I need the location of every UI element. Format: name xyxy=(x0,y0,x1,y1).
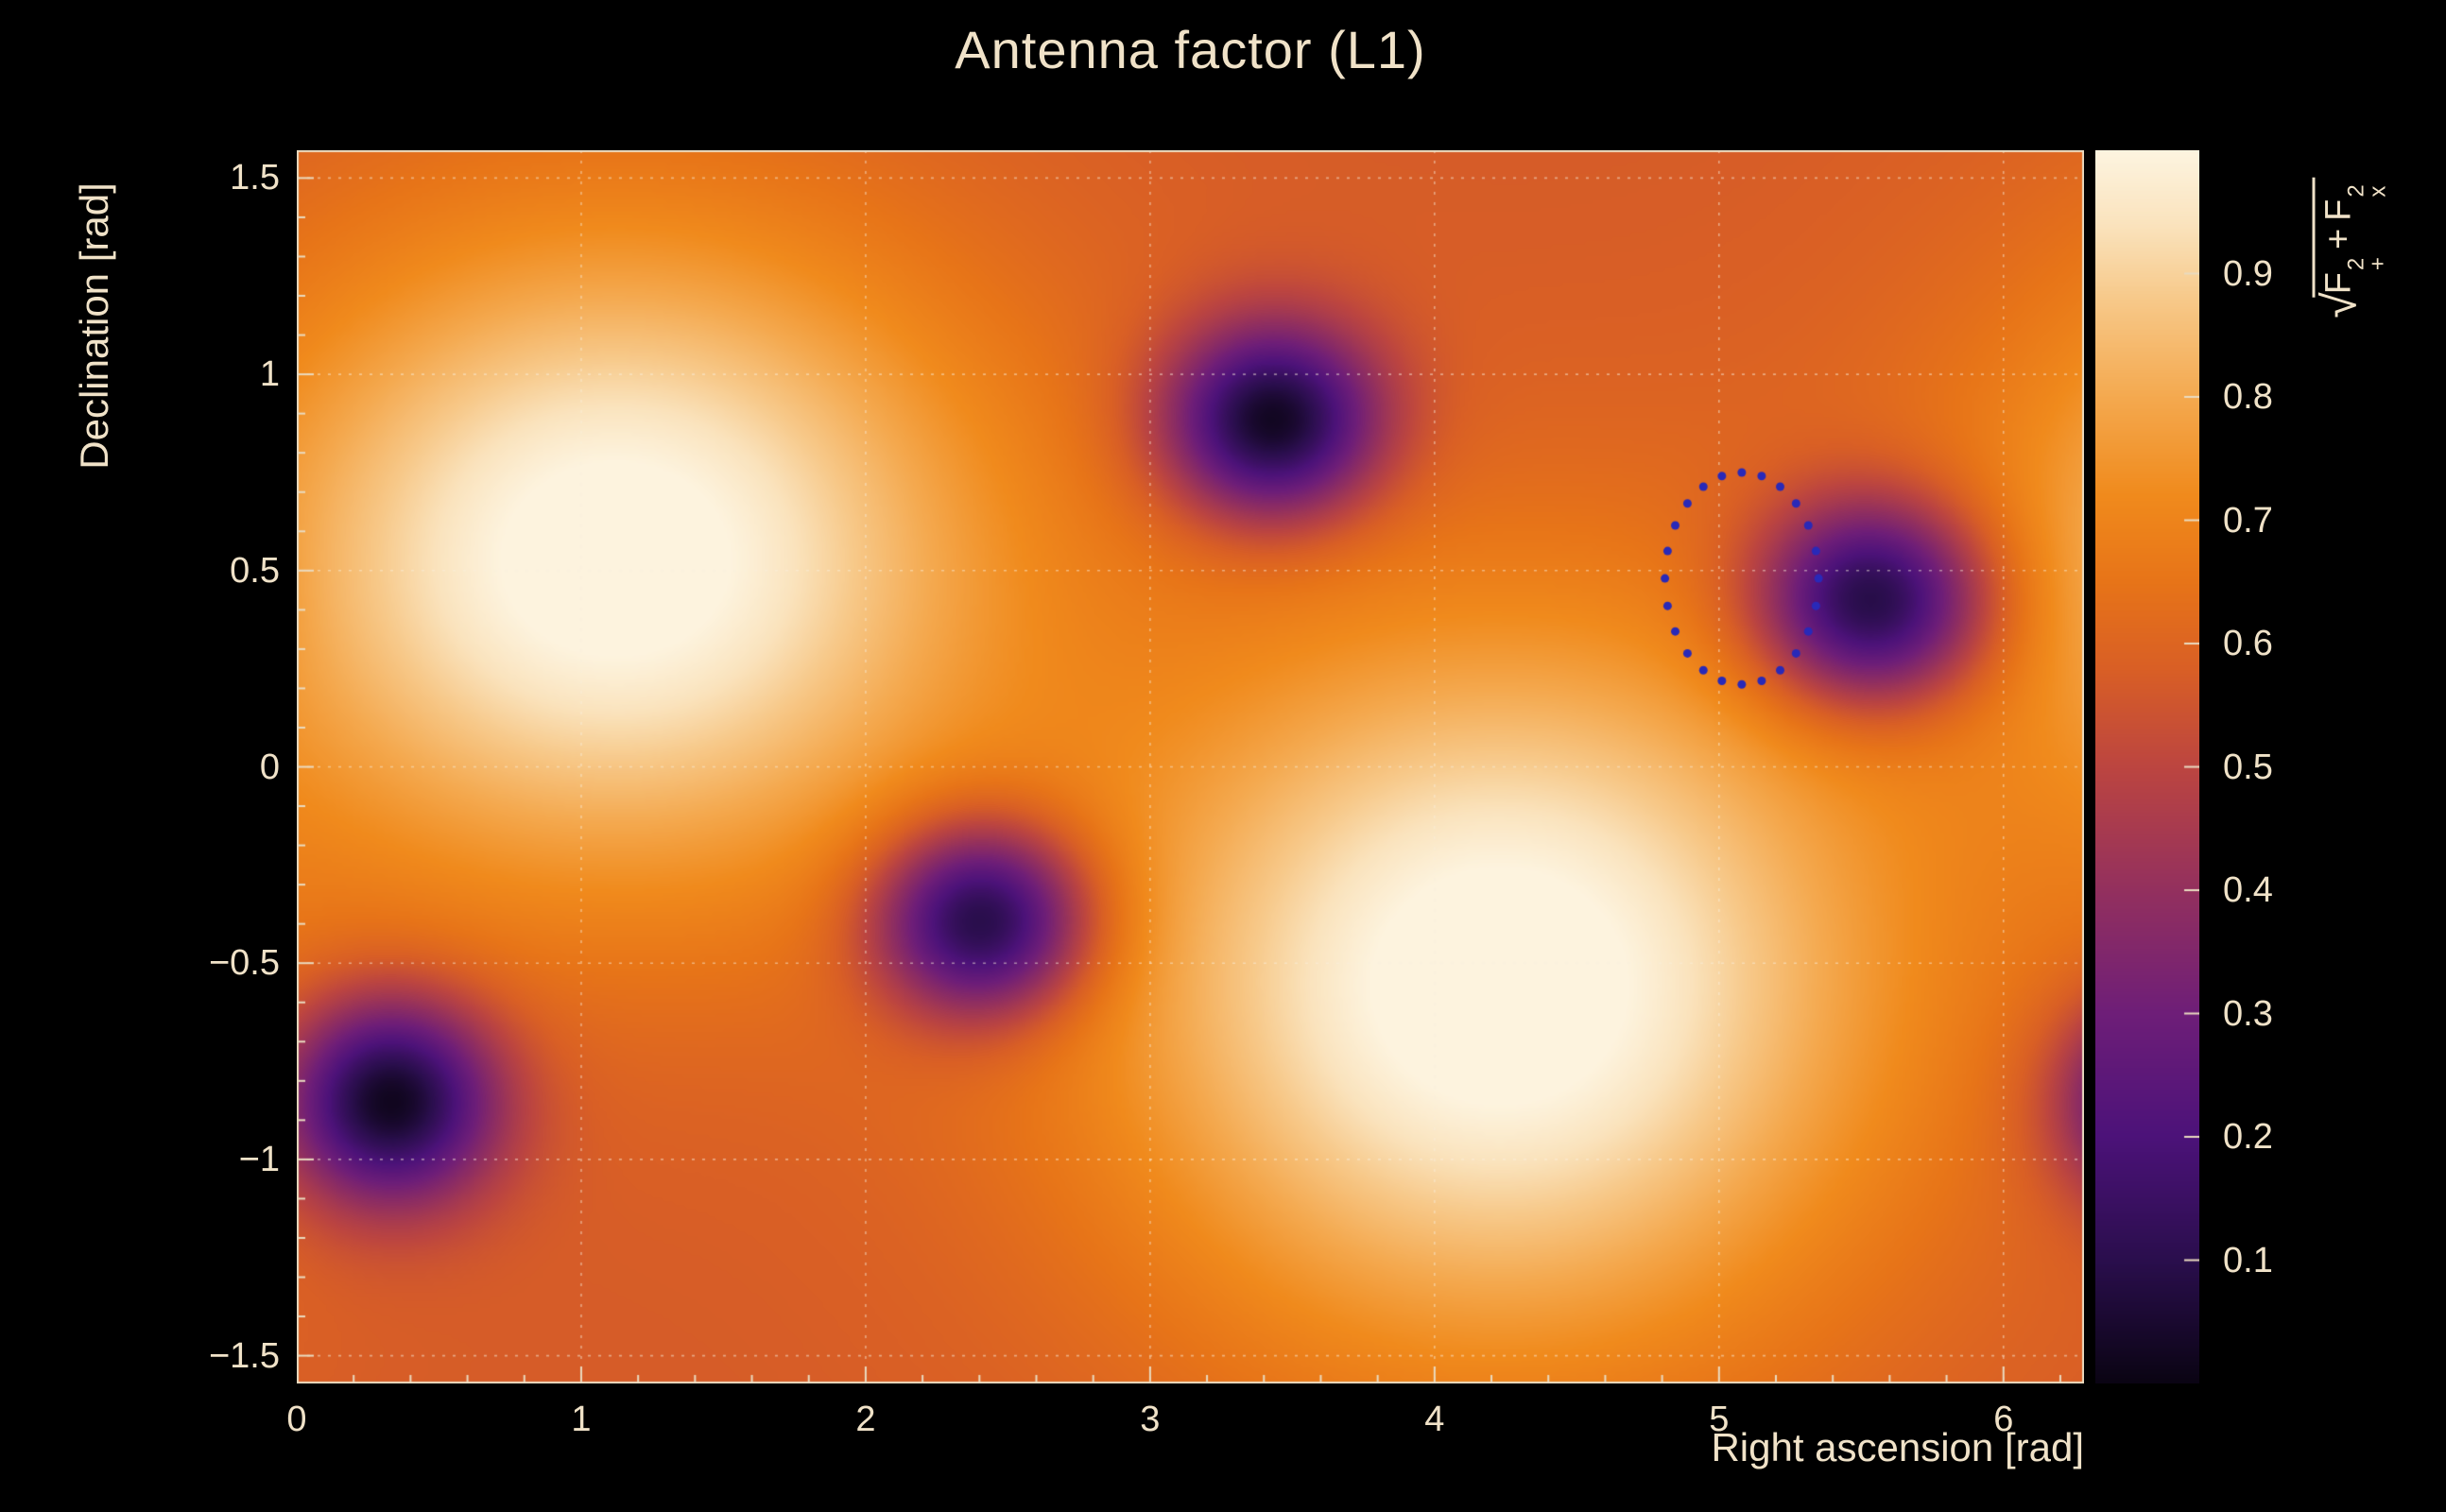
colorbar-tick-label: 0.9 xyxy=(2223,253,2273,294)
chart-title: Antenna factor (L1) xyxy=(955,20,1426,79)
y-tick-label: −1.5 xyxy=(208,1335,280,1376)
plus-sign: + xyxy=(2318,228,2359,250)
fcross-base: F xyxy=(2318,198,2359,221)
x-tick-label: 1 xyxy=(571,1400,592,1439)
y-tick-label: 1 xyxy=(259,354,280,395)
x-tick-label: 6 xyxy=(1993,1400,2014,1439)
y-tick-label: 0 xyxy=(259,747,280,787)
y-axis-title: Declination [rad] xyxy=(72,182,116,470)
colorbar-tick-label: 0.5 xyxy=(2223,747,2273,787)
colorbar-title: √F 2 + +F 2 x xyxy=(2312,177,2391,318)
x-tick-label: 5 xyxy=(1709,1400,1730,1439)
fplus-base: F xyxy=(2318,272,2359,295)
x-tick-label: 2 xyxy=(855,1400,876,1439)
fplus-sub: + xyxy=(2365,257,2391,271)
x-tick-label: 0 xyxy=(286,1400,307,1439)
heatmap-canvas xyxy=(297,150,2084,1383)
fplus-scripts: 2 + xyxy=(2343,257,2391,271)
x-tick-label: 4 xyxy=(1424,1400,1445,1439)
x-tick-label: 3 xyxy=(1140,1400,1161,1439)
colorbar-tick-label: 0.4 xyxy=(2223,870,2273,910)
fplus-sup: 2 xyxy=(2343,257,2369,271)
colorbar-tick-label: 0.6 xyxy=(2223,624,2273,663)
colorbar-tick-label: 0.3 xyxy=(2223,993,2273,1034)
y-tick-label: 0.5 xyxy=(230,550,280,591)
colorbar-tick-label: 0.2 xyxy=(2223,1117,2273,1157)
y-tick-label: −1 xyxy=(238,1139,280,1179)
fcross-sub: x xyxy=(2365,185,2391,198)
colorbar-tick-label: 0.7 xyxy=(2223,500,2273,541)
y-tick-label: −0.5 xyxy=(208,943,280,984)
colorbar-tick-label: 0.8 xyxy=(2223,377,2273,417)
colorbar-tick-label: 0.1 xyxy=(2223,1240,2273,1280)
sqrt-vinculum: F 2 + +F 2 x xyxy=(2312,177,2391,298)
fcross-sup: 2 xyxy=(2343,184,2369,198)
x-axis-title: Right ascension [rad] xyxy=(1711,1425,2084,1469)
colorbar-canvas xyxy=(2095,150,2199,1383)
y-tick-label: 1.5 xyxy=(230,158,280,198)
